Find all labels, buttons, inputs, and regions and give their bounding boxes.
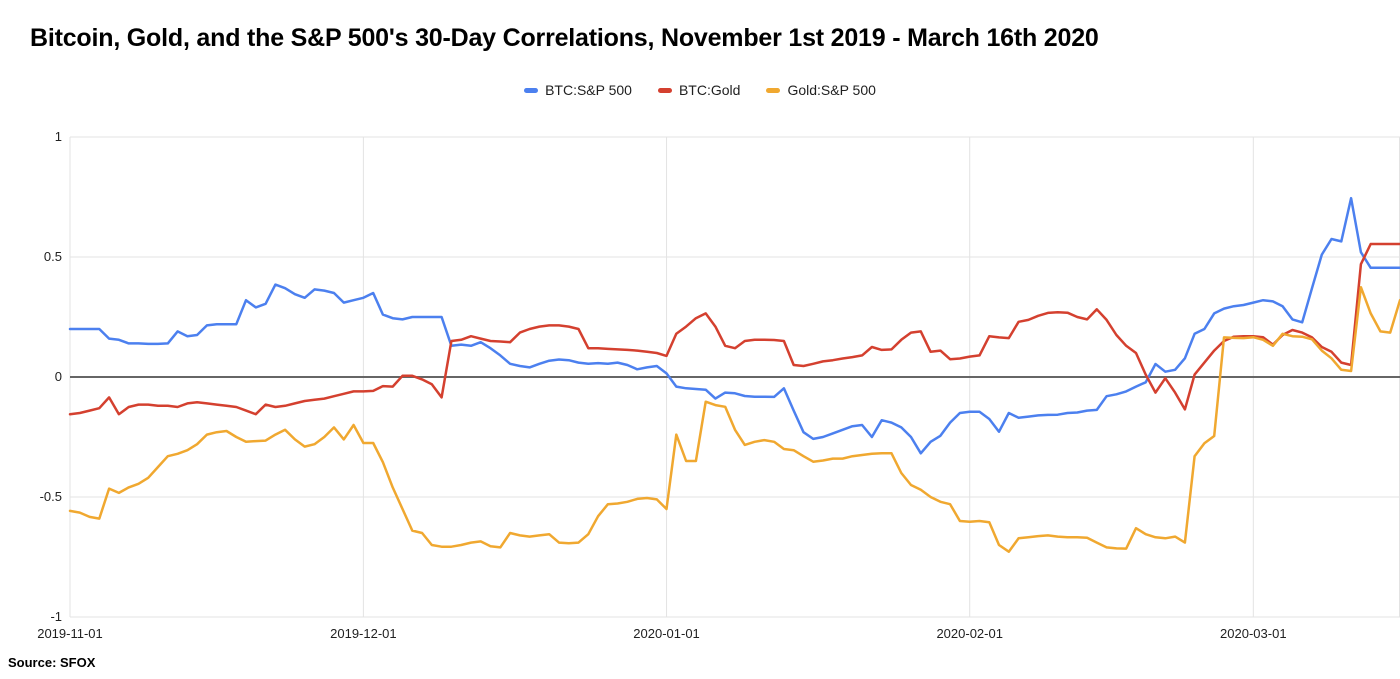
legend-swatch-gold-sp500: [766, 87, 781, 93]
series-line-gold-sp500: [68, 285, 1400, 553]
legend-label: Gold:S&P 500: [787, 82, 876, 98]
legend-label: BTC:Gold: [678, 82, 741, 98]
chart-title: Bitcoin, Gold, and the S&P 500's 30-Day …: [30, 24, 1099, 52]
legend: BTC:S&P 500 BTC:Gold Gold:S&P 500: [0, 82, 1400, 98]
legend-item-btc-gold: BTC:Gold: [657, 82, 741, 98]
series-line-btc-sp500: [68, 196, 1400, 455]
legend-swatch-btc-gold: [657, 87, 672, 93]
legend-item-gold-sp500: Gold:S&P 500: [766, 82, 876, 98]
legend-label: BTC:S&P 500: [545, 82, 632, 98]
legend-swatch-btc-sp500: [524, 87, 539, 93]
source-note: Source: SFOX: [8, 655, 96, 670]
series-line-btc-gold: [68, 242, 1400, 416]
legend-item-btc-sp500: BTC:S&P 500: [524, 82, 632, 98]
